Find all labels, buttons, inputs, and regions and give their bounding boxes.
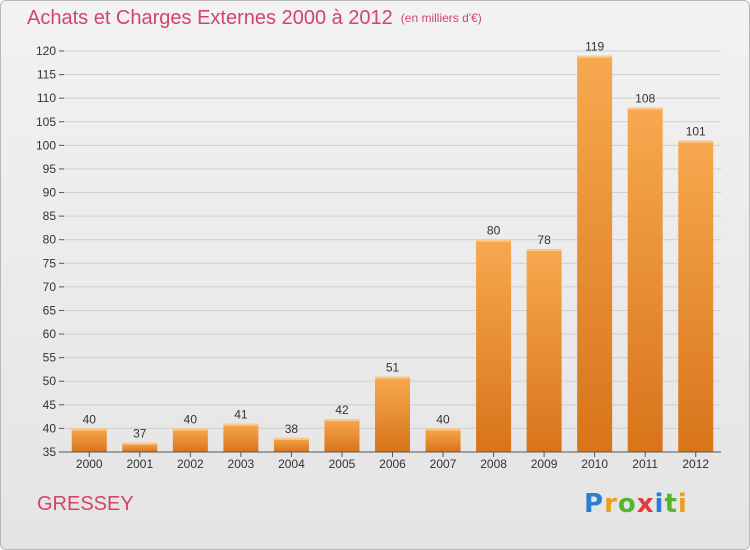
y-tick-label: 45 <box>43 398 57 412</box>
logo-letter: i <box>677 489 688 519</box>
x-tick-label: 2008 <box>480 457 507 471</box>
y-tick-label: 50 <box>43 374 57 388</box>
data-label: 42 <box>335 403 349 417</box>
bar-highlight <box>476 239 512 242</box>
data-label: 40 <box>83 412 97 426</box>
bar-highlight <box>273 437 309 440</box>
y-tick-label: 115 <box>37 68 56 82</box>
data-label: 80 <box>487 224 501 238</box>
bar <box>375 376 410 452</box>
y-tick-label: 120 <box>36 44 56 58</box>
bar <box>122 442 158 452</box>
x-tick-label: 2007 <box>430 457 457 471</box>
bar <box>476 239 512 452</box>
data-label: 37 <box>133 427 147 441</box>
bar <box>273 437 309 452</box>
y-tick-label: 90 <box>43 186 57 200</box>
y-tick-label: 100 <box>36 138 56 152</box>
logo-letter: t <box>664 489 678 519</box>
bar <box>678 140 714 452</box>
x-tick-label: 2006 <box>379 457 406 471</box>
bar-highlight <box>223 423 259 426</box>
y-tick-label: 65 <box>43 303 57 317</box>
bar <box>172 428 208 452</box>
y-tick-label: 80 <box>43 233 57 247</box>
data-label: 119 <box>585 40 604 54</box>
logo-letter: P <box>584 489 605 519</box>
data-labels: 40 37 40 41 38 42 51 40 80 78 119 108 101 <box>83 40 706 441</box>
proxiti-logo: Proxiti <box>584 489 688 519</box>
x-tick-label: 2009 <box>531 457 558 471</box>
y-tick-label: 60 <box>43 327 57 341</box>
bar-highlight <box>324 418 360 421</box>
x-tick-label: 2012 <box>682 457 709 471</box>
y-axis-ticks: 35 40 45 50 55 60 65 70 75 80 85 90 95 100 105 110 115 12… <box>36 44 64 459</box>
bar <box>425 428 461 452</box>
bar-highlight <box>172 428 208 431</box>
x-tick-label: 2001 <box>126 457 153 471</box>
chart-title-block: Achats et Charges Externes 2000 à 2012 (e… <box>27 7 482 30</box>
logo-letter: i <box>654 489 665 519</box>
x-tick-label: 2003 <box>228 457 255 471</box>
y-tick-label: 35 <box>43 445 57 459</box>
data-label: 40 <box>436 412 450 426</box>
y-tick-label: 110 <box>37 91 56 105</box>
logo-letter: o <box>617 489 637 519</box>
y-tick-label: 85 <box>43 209 57 223</box>
logo-letter: r <box>604 489 618 519</box>
logo-letter: x <box>636 489 655 519</box>
x-tick-label: 2000 <box>76 457 103 471</box>
bar-highlight <box>678 140 714 143</box>
bars <box>71 55 714 453</box>
chart-title: Achats et Charges Externes 2000 à 2012 <box>27 7 393 29</box>
x-tick-label: 2005 <box>329 457 356 471</box>
data-label: 40 <box>184 412 198 426</box>
y-tick-label: 55 <box>43 351 57 365</box>
bar-highlight <box>122 442 158 445</box>
bar-highlight <box>526 249 562 252</box>
x-tick-label: 2011 <box>632 457 658 471</box>
place-name: GRESSEY <box>37 493 134 515</box>
data-label: 108 <box>635 92 655 106</box>
x-axis-ticks: 2000 2001 2002 2003 2004 2005 2006 2007 2008 2009… <box>76 452 709 471</box>
bar <box>71 428 107 452</box>
y-tick-label: 40 <box>43 421 57 435</box>
x-tick-label: 2002 <box>177 457 204 471</box>
bar <box>526 249 562 452</box>
bar-highlight <box>627 107 663 110</box>
bar <box>223 423 259 452</box>
bar <box>627 107 663 453</box>
bar-highlight <box>577 55 613 58</box>
bar-highlight <box>375 376 410 379</box>
x-tick-label: 2004 <box>278 457 305 471</box>
bar-highlight <box>71 428 107 431</box>
data-label: 38 <box>285 422 299 436</box>
chart-unit-label: (en milliers d'€) <box>400 11 482 25</box>
bar-highlight <box>425 428 461 431</box>
y-tick-label: 95 <box>43 162 57 176</box>
bar <box>324 418 360 452</box>
y-tick-label: 75 <box>43 256 57 270</box>
data-label: 101 <box>686 125 706 139</box>
data-label: 51 <box>386 361 400 375</box>
x-tick-label: 2010 <box>581 457 608 471</box>
data-label: 78 <box>537 233 551 247</box>
y-tick-label: 105 <box>36 115 56 129</box>
y-tick-label: 70 <box>43 280 57 294</box>
data-label: 41 <box>234 408 248 422</box>
bar <box>577 55 613 452</box>
